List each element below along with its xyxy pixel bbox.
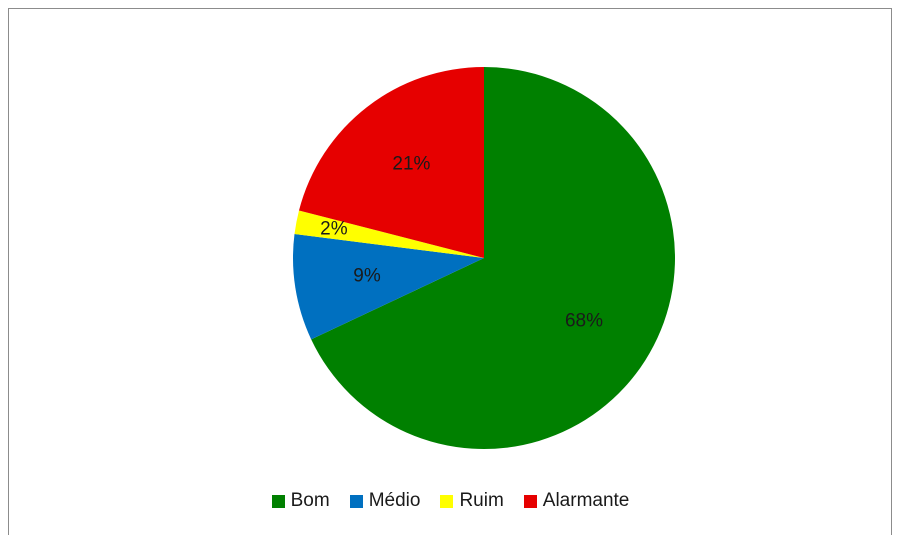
legend-swatch-ruim (440, 494, 454, 508)
slice-label-medio: 9% (353, 266, 381, 287)
legend-item-medio: Médio (349, 490, 421, 512)
legend-swatch-alarmante (523, 494, 537, 508)
legend-swatch-medio (349, 494, 363, 508)
slice-label-alarmante: 21% (392, 153, 430, 174)
legend-item-ruim: Ruim (440, 490, 504, 512)
legend-label-ruim: Ruim (459, 490, 504, 511)
legend: Bom Médio Ruim Alarmante (0, 490, 901, 512)
slice-labels: 68% 9% 2% 21% (320, 153, 603, 331)
slice-label-ruim: 2% (320, 218, 348, 239)
pie-slice-medio (293, 234, 484, 340)
pie-slice-bom (311, 67, 675, 449)
legend-item-bom: Bom (271, 490, 330, 512)
legend-label-alarmante: Alarmante (542, 490, 630, 511)
legend-swatch-bom (271, 494, 285, 508)
legend-label-bom: Bom (290, 490, 330, 511)
pie-slices (293, 67, 675, 449)
legend-label-medio: Médio (368, 490, 421, 511)
legend-item-alarmante: Alarmante (523, 490, 630, 512)
slice-label-bom: 68% (565, 310, 603, 331)
pie-slice-ruim (294, 210, 484, 258)
pie-slice-alarmante (299, 67, 484, 258)
